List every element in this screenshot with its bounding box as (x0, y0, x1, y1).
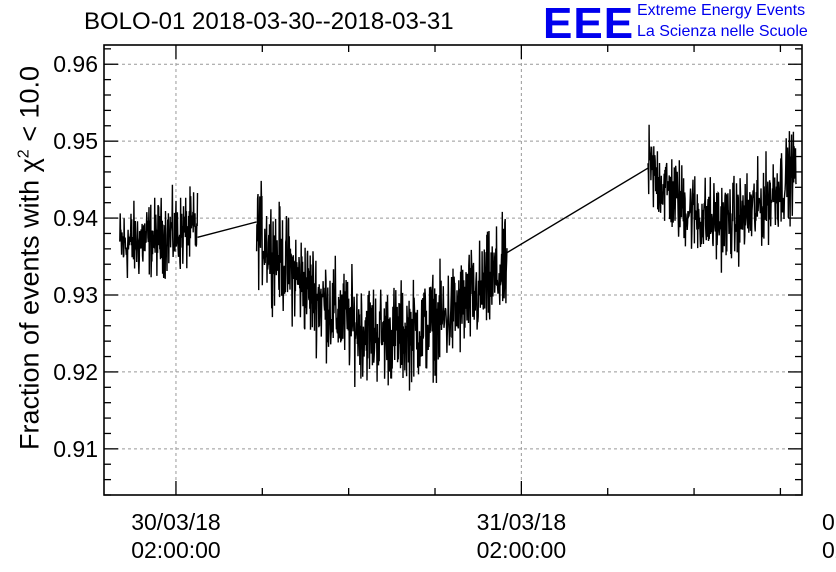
eee-logo: EEE (543, 0, 635, 48)
x-tick-label-time: 02:00:00 (477, 537, 567, 563)
y-tick-label: 0.96 (53, 51, 98, 77)
logo-line-1: Extreme Energy Events (637, 2, 806, 19)
plot-frame (103, 44, 803, 496)
data-series-line (255, 180, 508, 391)
logo-line-2: La Scienza nelle Scuole (637, 23, 808, 40)
x-tick-label-date: 30/03/18 (131, 509, 221, 535)
x-tick-label-time: 02:00:00 (131, 537, 221, 563)
y-tick-label: 0.92 (53, 359, 98, 385)
chart-title: BOLO-01 2018-03-30--2018-03-31 (84, 8, 454, 35)
y-tick-label: 0.93 (53, 282, 98, 308)
x-tick-label-time: 02:00:00 (822, 537, 836, 563)
y-tick-label: 0.94 (53, 205, 98, 231)
y-tick-label: 0.95 (53, 128, 98, 154)
x-tick-label-date: 31/03/18 (477, 509, 567, 535)
data-series-line (119, 184, 199, 279)
x-tick-label-date: 01/04/18 (822, 509, 836, 535)
data-series-line (647, 124, 797, 273)
data-gap-line (506, 167, 649, 254)
y-tick-label: 0.91 (53, 436, 98, 462)
data-gap-line (197, 221, 257, 238)
